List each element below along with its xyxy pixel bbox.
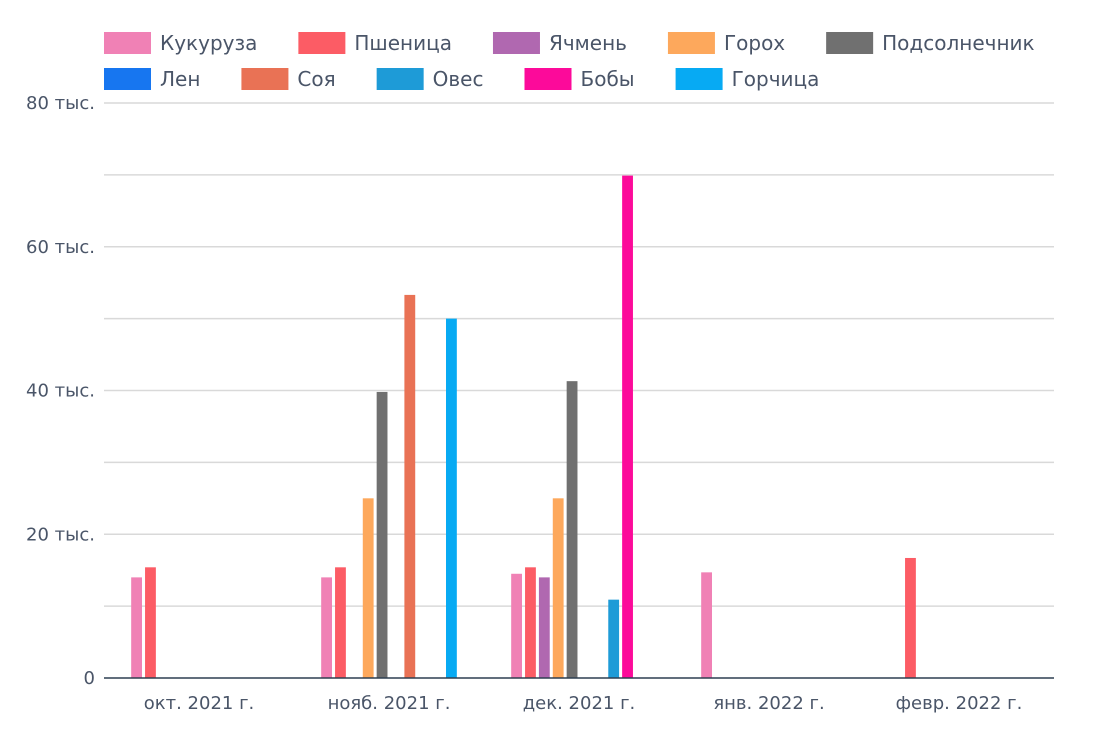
legend-label: Соя: [297, 67, 335, 91]
bar[interactable]: [511, 573, 522, 678]
legend-swatch: [667, 32, 715, 54]
legend-item[interactable]: Пшеница: [298, 31, 452, 55]
bar[interactable]: [905, 557, 916, 678]
x-tick-label: нояб. 2021 г.: [328, 693, 451, 714]
x-tick-label: дек. 2021 г.: [523, 693, 636, 714]
legend-swatch: [241, 68, 289, 90]
bar[interactable]: [701, 572, 712, 678]
legend-label: Ячмень: [549, 31, 627, 55]
legend-item[interactable]: Бобы: [524, 67, 635, 91]
legend-label: Подсолнечник: [882, 31, 1034, 55]
bars: [131, 175, 916, 678]
bar[interactable]: [362, 498, 374, 678]
x-tick-label: окт. 2021 г.: [144, 693, 255, 714]
legend-label: Овес: [433, 67, 484, 91]
bar[interactable]: [376, 391, 388, 678]
y-tick-label: 0: [84, 668, 95, 689]
legend-item[interactable]: Кукуруза: [104, 31, 257, 55]
bar[interactable]: [404, 294, 416, 678]
legend-swatch: [104, 68, 151, 90]
y-tick-label: 80 тыс.: [26, 93, 95, 114]
bar[interactable]: [608, 599, 620, 678]
legend-label: Лен: [160, 67, 200, 91]
legend-swatch: [376, 68, 424, 90]
legend-label: Пшеница: [354, 31, 452, 55]
legend-swatch: [826, 32, 874, 54]
legend-label: Бобы: [581, 67, 635, 91]
y-tick-label: 60 тыс.: [26, 237, 95, 258]
bar[interactable]: [335, 567, 346, 678]
bar[interactable]: [622, 175, 633, 678]
bar[interactable]: [321, 577, 332, 678]
legend-item[interactable]: Ячмень: [492, 31, 627, 55]
legend-label: Горох: [724, 31, 785, 55]
legend-item[interactable]: Соя: [241, 67, 336, 91]
gridlines: [104, 102, 1054, 607]
legend[interactable]: Кукуруза Пшеница Ячмень Горох Подсолнечник Ле…: [104, 31, 1035, 91]
y-axis: 0 20 тыс. 40 тыс. 60 тыс. 80 тыс.: [26, 93, 95, 689]
legend-swatch: [524, 68, 572, 90]
legend-swatch: [104, 32, 151, 54]
legend-item[interactable]: Горчица: [675, 67, 820, 91]
bar[interactable]: [566, 381, 578, 678]
legend-item[interactable]: Лен: [104, 67, 200, 91]
legend-item[interactable]: Овес: [376, 67, 484, 91]
bar[interactable]: [131, 577, 142, 678]
legend-item[interactable]: Горох: [667, 31, 785, 55]
legend-label: Горчица: [732, 67, 820, 91]
x-axis: окт. 2021 г. нояб. 2021 г. дек. 2021 г. янв…: [144, 693, 1023, 714]
bar[interactable]: [538, 577, 550, 678]
legend-swatch: [298, 32, 346, 54]
bar[interactable]: [552, 498, 564, 678]
legend-label: Кукуруза: [160, 31, 257, 55]
bar[interactable]: [145, 567, 156, 678]
legend-swatch: [492, 32, 540, 54]
x-tick-label: янв. 2022 г.: [713, 693, 824, 714]
legend-swatch: [675, 68, 723, 90]
x-tick-label: февр. 2022 г.: [896, 693, 1023, 714]
y-tick-label: 20 тыс.: [26, 524, 95, 545]
y-tick-label: 40 тыс.: [26, 381, 95, 402]
legend-item[interactable]: Подсолнечник: [826, 31, 1035, 55]
bar[interactable]: [525, 567, 536, 678]
bar[interactable]: [446, 318, 457, 678]
